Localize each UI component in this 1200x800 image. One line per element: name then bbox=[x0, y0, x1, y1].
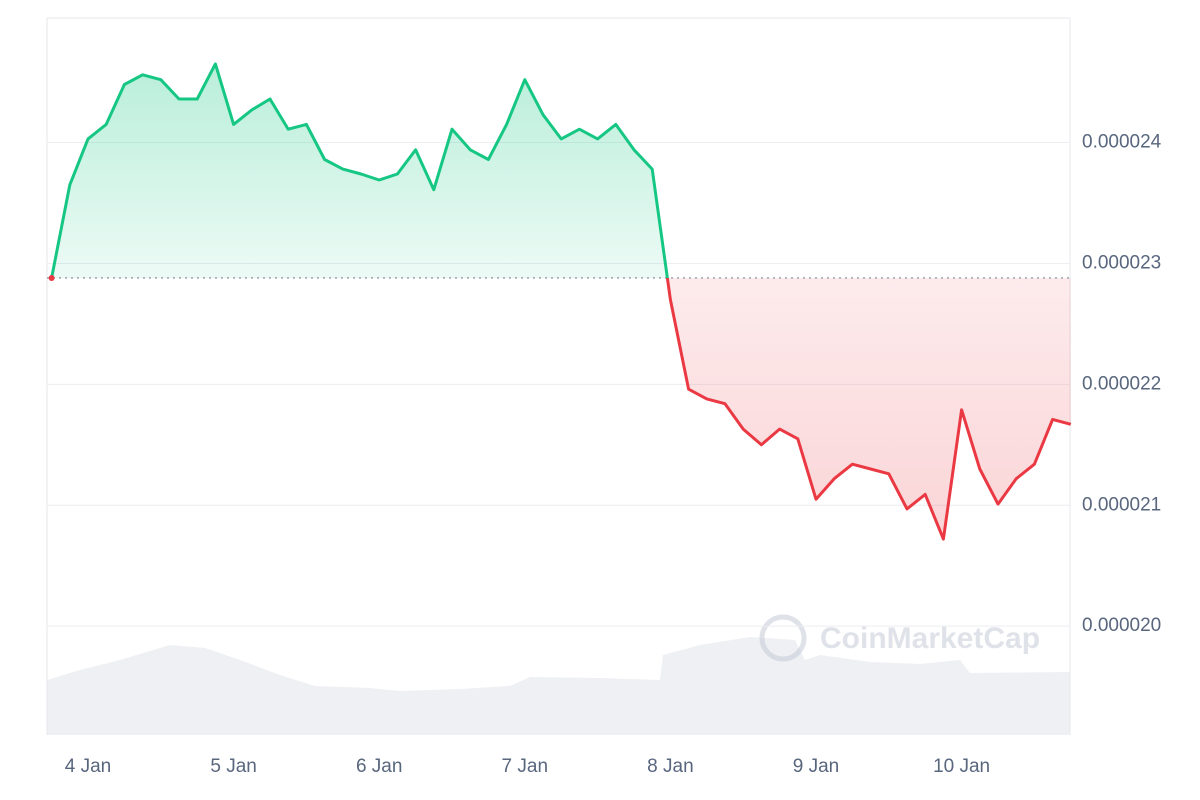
x-tick-label: 9 Jan bbox=[793, 756, 839, 777]
y-tick-label: 0.000023 bbox=[1082, 252, 1161, 273]
watermark-text: CoinMarketCap bbox=[820, 622, 1040, 655]
volume-area bbox=[47, 637, 1070, 735]
watermark: CoinMarketCap bbox=[759, 614, 1040, 662]
x-tick-label: 6 Jan bbox=[356, 756, 402, 777]
price-area bbox=[51, 63, 1071, 540]
y-tick-label: 0.000021 bbox=[1082, 494, 1161, 515]
x-tick-label: 8 Jan bbox=[647, 756, 693, 777]
y-tick-label: 0.000020 bbox=[1082, 615, 1161, 636]
y-tick-label: 0.000024 bbox=[1082, 132, 1162, 153]
x-tick-label: 10 Jan bbox=[933, 756, 990, 777]
price-line bbox=[50, 62, 1072, 541]
start-point bbox=[48, 274, 55, 281]
x-tick-label: 7 Jan bbox=[502, 756, 548, 777]
watermark-logo bbox=[759, 614, 807, 662]
y-tick-label: 0.000022 bbox=[1082, 373, 1161, 394]
x-tick-label: 5 Jan bbox=[210, 756, 256, 777]
x-tick-label: 4 Jan bbox=[65, 756, 111, 777]
